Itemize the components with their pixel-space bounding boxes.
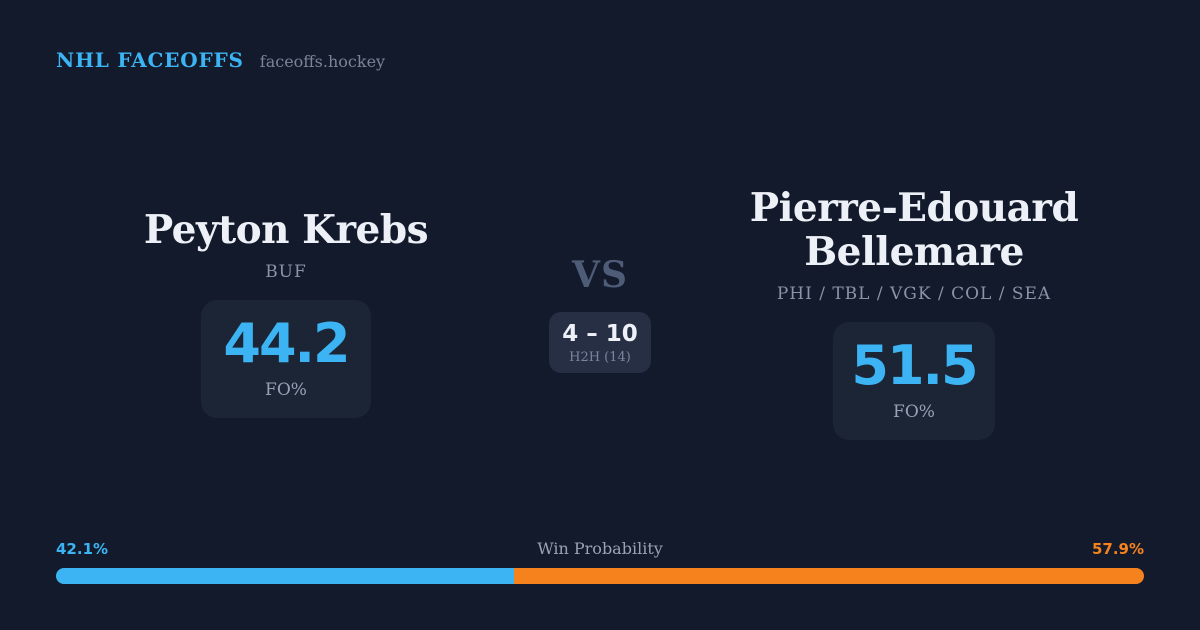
win-probability-bar [56,568,1144,584]
header: NHL FACEOFFS faceoffs.hockey [0,0,1200,72]
faceoff-stat-box-right: 51.5 FO% [833,321,995,440]
faceoff-pct-value-left: 44.2 [223,311,350,375]
faceoff-pct-label-left: FO% [265,379,307,400]
matchup-row: Peyton Krebs BUF 44.2 FO% VS 4 – 10 H2H … [0,72,1200,539]
player-name-right: Pierre-Edouard Bellemare [749,185,1079,275]
player-column-right: Pierre-Edouard Bellemare PHI / TBL / VGK… [684,185,1144,440]
win-probability-bar-left-segment [56,568,515,584]
head-to-head-label: H2H (14) [569,349,631,365]
player-teams-right: PHI / TBL / VGK / COL / SEA [776,283,1052,304]
brand-logo-text: NHL FACEOFFS [56,48,244,72]
faceoff-pct-value-right: 51.5 [851,333,978,397]
player-name-left: Peyton Krebs [143,207,429,254]
player-column-left: Peyton Krebs BUF 44.2 FO% [56,207,516,418]
win-probability-title: Win Probability [537,539,663,558]
win-probability-right-pct: 57.9% [1091,540,1144,558]
site-url: faceoffs.hockey [259,52,386,71]
faceoff-pct-label-right: FO% [893,401,935,422]
win-probability-bar-right-segment [514,568,1144,584]
head-to-head-box: 4 – 10 H2H (14) [549,312,651,373]
win-probability-section: 42.1% Win Probability 57.9% [0,539,1200,630]
win-probability-left-pct: 42.1% [56,540,109,558]
player-teams-left: BUF [265,261,307,282]
vs-label: VS [572,254,628,297]
head-to-head-score: 4 – 10 [562,321,638,348]
win-probability-labels: 42.1% Win Probability 57.9% [56,539,1144,558]
faceoff-stat-box-left: 44.2 FO% [201,299,371,418]
versus-column: VS 4 – 10 H2H (14) [516,254,684,373]
